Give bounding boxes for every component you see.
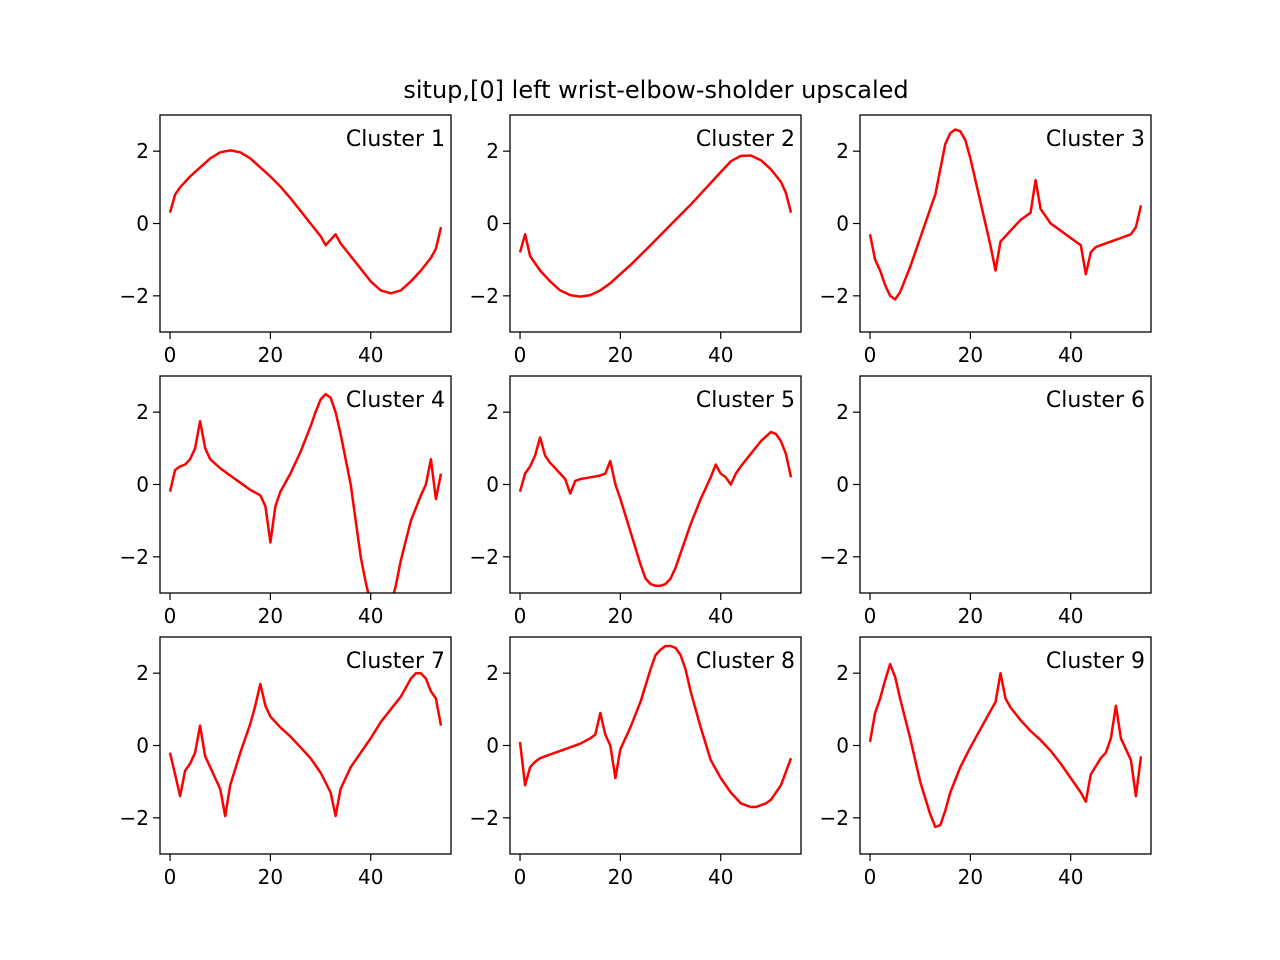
y-tick-label: 0 [486, 212, 499, 236]
x-tick-label: 20 [258, 343, 283, 367]
x-tick-label: 40 [1058, 343, 1083, 367]
x-tick-label: 20 [258, 604, 283, 628]
series-line [168, 149, 443, 295]
y-tick-label: 2 [486, 661, 499, 685]
y-tick-label: 2 [836, 139, 849, 163]
x-tick-label: 0 [514, 865, 527, 889]
y-tick-label: 2 [486, 400, 499, 424]
y-tick-label: −2 [470, 545, 499, 569]
series-line [518, 154, 793, 298]
subplot-title: Cluster 9 [1046, 649, 1145, 674]
y-tick-label: −2 [820, 284, 849, 308]
y-tick-label: 0 [486, 473, 499, 497]
subplot-cluster-6: 0 20 40 −2 0 2 Cluster 6 [820, 375, 1152, 628]
subplot-title: Cluster 2 [696, 127, 795, 152]
y-tick-label: −2 [820, 806, 849, 830]
x-tick-label: 0 [164, 343, 177, 367]
y-tick-label: 2 [136, 139, 149, 163]
x-tick-label: 0 [864, 604, 877, 628]
y-tick-label: 0 [836, 473, 849, 497]
axes-frame [509, 636, 802, 855]
axes-frame [159, 636, 452, 855]
subplot-cluster-4: 0 20 40 −2 0 2 Cluster 4 [120, 375, 452, 628]
y-tick-label: −2 [820, 545, 849, 569]
y-tick-label: 0 [136, 734, 149, 758]
y-tick-label: 2 [136, 400, 149, 424]
x-tick-label: 40 [358, 604, 383, 628]
subplot-title: Cluster 6 [1046, 388, 1145, 413]
x-tick-label: 0 [164, 604, 177, 628]
series-line [518, 430, 793, 588]
y-tick-label: 2 [136, 661, 149, 685]
x-tick-label: 20 [608, 604, 633, 628]
subplot-title: Cluster 7 [346, 649, 445, 674]
subplot-cluster-5: 0 20 40 −2 0 2 Cluster 5 [470, 375, 802, 628]
y-tick-label: −2 [470, 806, 499, 830]
subplot-title: Cluster 4 [346, 388, 445, 413]
subplot-title: Cluster 1 [346, 127, 445, 152]
subplot-cluster-7: 0 20 40 −2 0 2 Cluster 7 [120, 636, 452, 889]
axes-frame [159, 375, 452, 594]
x-tick-label: 40 [708, 604, 733, 628]
y-tick-label: 2 [836, 661, 849, 685]
subplot-cluster-3: 0 20 40 −2 0 2 Cluster 3 [820, 114, 1152, 367]
x-tick-label: 40 [358, 343, 383, 367]
subplot-cluster-9: 0 20 40 −2 0 2 Cluster 9 [820, 636, 1152, 889]
x-tick-label: 20 [958, 865, 983, 889]
x-tick-label: 40 [708, 865, 733, 889]
y-tick-label: −2 [470, 284, 499, 308]
subplot-cluster-1: 0 20 40 −2 0 2 Cluster 1 [120, 114, 452, 367]
y-tick-label: 0 [836, 212, 849, 236]
y-tick-label: −2 [120, 545, 149, 569]
x-tick-label: 0 [514, 604, 527, 628]
x-tick-label: 20 [608, 865, 633, 889]
figure-title: situp,[0] left wrist-elbow-sholder upsca… [403, 76, 908, 104]
x-tick-label: 0 [864, 343, 877, 367]
axes-frame [859, 375, 1152, 594]
x-tick-label: 20 [608, 343, 633, 367]
x-tick-label: 40 [1058, 604, 1083, 628]
axes-frame [509, 375, 802, 594]
y-tick-label: 0 [136, 473, 149, 497]
subplot-cluster-8: 0 20 40 −2 0 2 Cluster 8 [470, 636, 802, 889]
subplot-grid: 0 20 40−202 Cluster 10 20 40−202 Cluster 20 20 4… [120, 114, 1152, 889]
subplot-cluster-2: 0 20 40 −2 0 2 Cluster 2 [470, 114, 802, 367]
x-tick-label: 20 [258, 865, 283, 889]
y-tick-label: 0 [486, 734, 499, 758]
x-tick-label: 40 [1058, 865, 1083, 889]
series-line [168, 392, 443, 593]
subplot-title: Cluster 5 [696, 388, 795, 413]
x-tick-label: 0 [514, 343, 527, 367]
x-tick-label: 20 [958, 343, 983, 367]
subplot-title: Cluster 8 [696, 649, 795, 674]
series-line [868, 662, 1143, 829]
x-tick-label: 40 [358, 865, 383, 889]
y-tick-label: 2 [836, 400, 849, 424]
y-tick-label: 2 [486, 139, 499, 163]
series-line [518, 644, 793, 809]
axes-frame [159, 114, 452, 333]
series-line [168, 671, 443, 818]
x-tick-label: 20 [958, 604, 983, 628]
x-tick-label: 0 [864, 865, 877, 889]
axes-frame [509, 114, 802, 333]
y-tick-label: −2 [120, 284, 149, 308]
series-line [868, 128, 1143, 301]
axes-frame [859, 114, 1152, 333]
subplot-title: Cluster 3 [1046, 127, 1145, 152]
x-tick-label: 0 [164, 865, 177, 889]
x-tick-label: 40 [708, 343, 733, 367]
axes-frame [859, 636, 1152, 855]
y-tick-label: 0 [136, 212, 149, 236]
y-tick-label: 0 [836, 734, 849, 758]
y-tick-label: −2 [120, 806, 149, 830]
